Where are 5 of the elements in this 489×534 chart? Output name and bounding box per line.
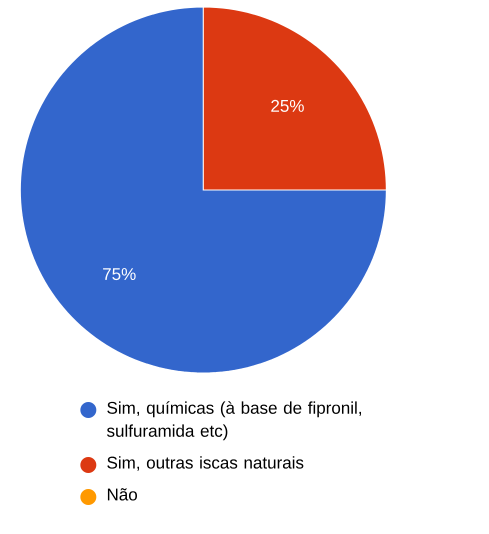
legend-label: Não [108, 488, 137, 501]
legend-label: Sim, outras iscas naturais [107, 456, 304, 471]
legend-label: Sim, químicas (à base de fipronil, sulfuramida etc) [106, 401, 361, 440]
data-label: 75% [102, 268, 136, 280]
data-label: 25% [271, 100, 304, 112]
